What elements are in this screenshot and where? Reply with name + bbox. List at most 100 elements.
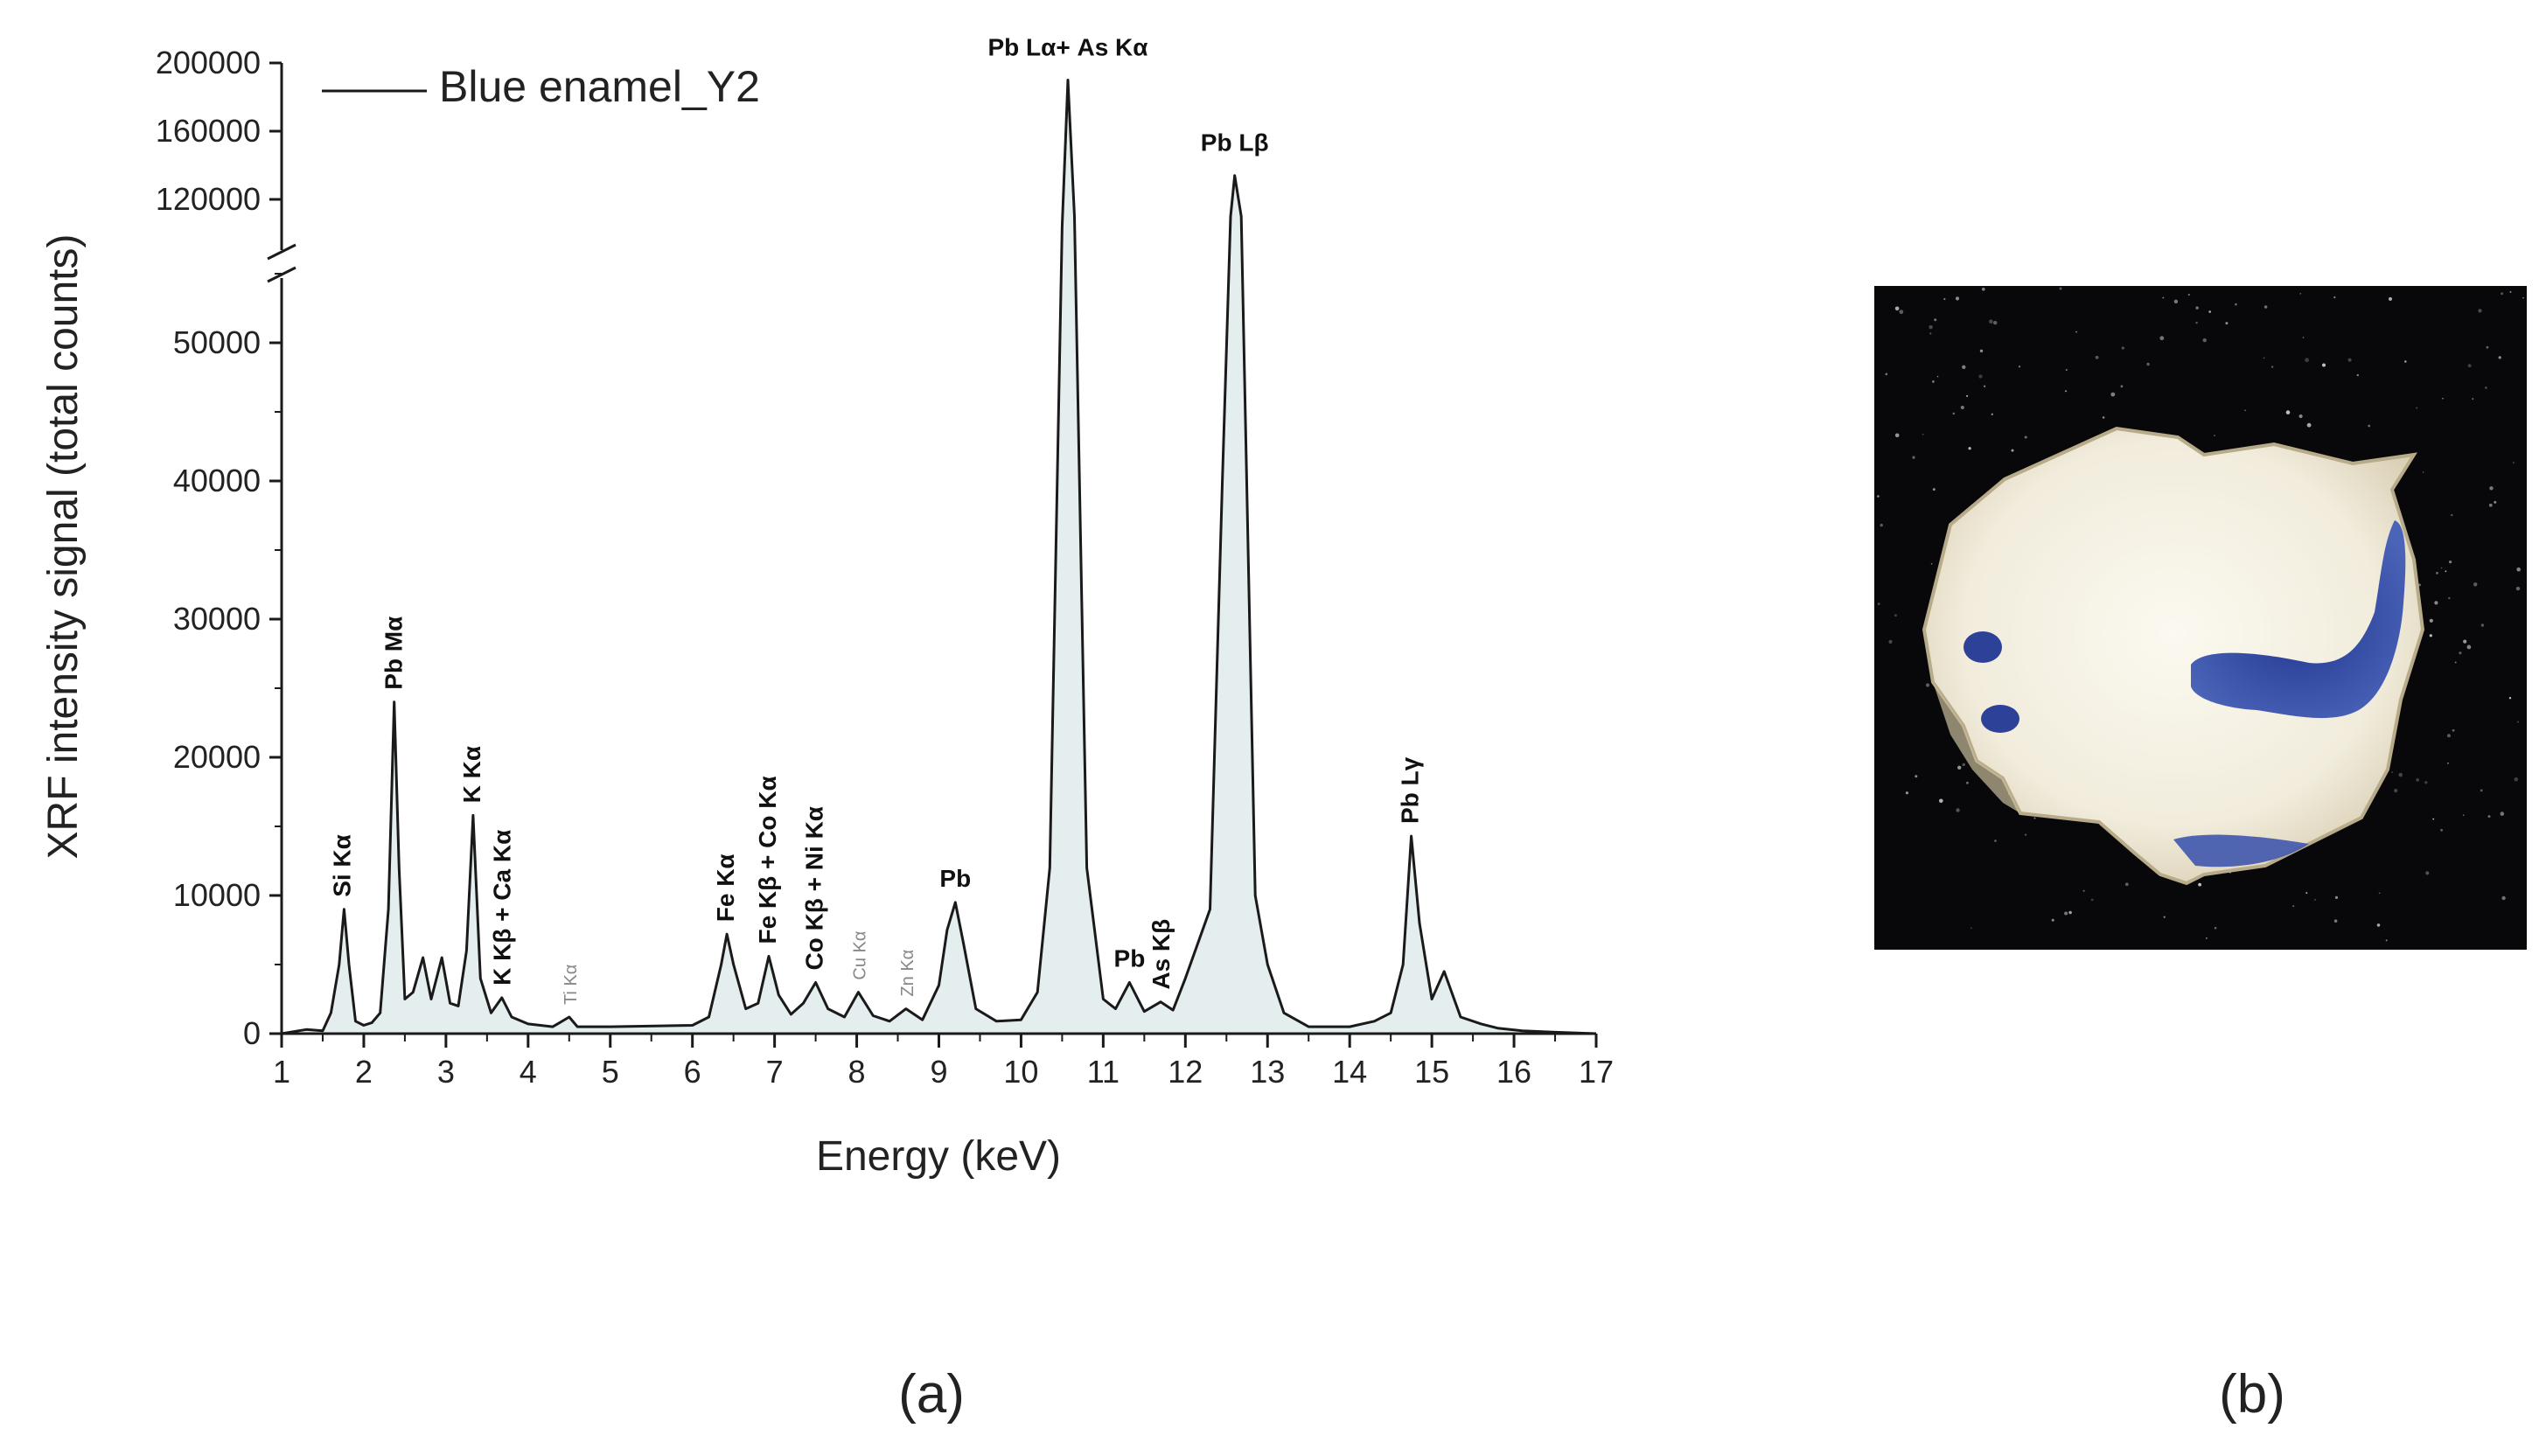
peak-label: Si Kα <box>328 834 355 897</box>
speckle <box>2095 355 2099 359</box>
speckle <box>2513 462 2515 463</box>
speckle <box>2244 409 2247 412</box>
cobalt-blue-bottom-band <box>2173 834 2309 867</box>
x-tick-label: 11 <box>1087 1054 1120 1090</box>
speckle <box>1982 287 1985 291</box>
speckle <box>2404 360 2407 363</box>
speckle <box>2462 814 2465 817</box>
speckle <box>2173 299 2179 303</box>
speckle <box>2313 898 2316 901</box>
speckle <box>1939 798 1943 804</box>
speckle <box>2159 336 2165 341</box>
speckle <box>2416 407 2418 409</box>
y-tick-label: 40000 <box>173 463 261 498</box>
speckle <box>2500 812 2505 816</box>
speckle <box>2467 364 2472 368</box>
speckle <box>2485 387 2487 389</box>
speckle <box>2065 369 2068 371</box>
speckle <box>2522 296 2524 299</box>
speckle <box>2516 567 2521 572</box>
speckle <box>2515 586 2521 591</box>
speckle <box>2391 771 2393 774</box>
x-tick-label: 4 <box>520 1054 537 1090</box>
speckle <box>2333 296 2336 299</box>
x-tick-label: 16 <box>1496 1054 1531 1090</box>
speckle <box>2508 697 2512 700</box>
sample-photo <box>1874 286 2527 950</box>
x-tick-label: 7 <box>766 1054 784 1090</box>
speckle <box>2494 500 2497 504</box>
x-axis-title: Energy (keV) <box>816 1133 1061 1180</box>
speckle <box>2356 373 2359 377</box>
speckle <box>2436 571 2438 575</box>
x-tick-label: 1 <box>273 1054 290 1090</box>
speckle <box>2429 634 2432 637</box>
speckle <box>2454 661 2457 664</box>
speckle <box>2509 290 2512 293</box>
speckle <box>2517 721 2519 723</box>
y-tick-label: 50000 <box>173 324 261 360</box>
speckle <box>2514 777 2519 782</box>
speckle <box>1956 808 1960 812</box>
peak-label: Pb Lα+ As Kα <box>987 34 1147 61</box>
speckle <box>2452 728 2455 732</box>
speckle <box>1880 523 1883 527</box>
peak-label: Pb <box>939 865 971 892</box>
speckle <box>2302 337 2305 338</box>
x-tick-label: 6 <box>684 1054 701 1090</box>
speckle <box>2065 390 2067 393</box>
speckle <box>2090 898 2094 902</box>
speckle <box>1966 394 1969 397</box>
speckle <box>2285 410 2291 415</box>
speckle <box>2347 358 2352 362</box>
speckle <box>1989 319 1993 324</box>
peak-label: Pb <box>1114 945 1146 972</box>
peak-annotations: Si Kα Pb Mα K KαK Kβ + Ca Kα Ti Kα Fe Kα Fe K… <box>328 34 1423 1006</box>
speckle <box>1894 306 1900 311</box>
y-tick-label: 20000 <box>173 739 261 775</box>
x-tick-label: 17 <box>1579 1054 1614 1090</box>
x-tick-label: 8 <box>848 1054 866 1090</box>
y-axis-ticks: 0 10000 20000 30000 40000 50000 120000 160000 20… <box>156 45 282 1051</box>
spectrum-line <box>281 79 1597 1035</box>
speckle <box>1925 683 1930 687</box>
speckle <box>1899 310 1904 315</box>
speckle <box>2480 624 2485 627</box>
speckle <box>1932 380 1935 383</box>
speckle <box>2064 911 2068 916</box>
speckle <box>2305 358 2310 363</box>
speckle <box>1877 603 1880 605</box>
speckle <box>2121 346 2124 350</box>
speckle <box>1970 927 1972 930</box>
speckle <box>2432 818 2435 820</box>
y-tick-label: 10000 <box>173 877 261 913</box>
speckle <box>2394 789 2398 793</box>
legend: Blue enamel_Y2 <box>322 62 760 111</box>
speckle <box>1984 385 1986 387</box>
speckle <box>2333 919 2338 923</box>
speckle <box>2445 570 2447 573</box>
speckle <box>1934 318 1937 322</box>
speckle <box>1952 412 1956 415</box>
speckle <box>2498 356 2501 359</box>
speckle <box>2162 296 2165 299</box>
speckle <box>2214 926 2217 930</box>
peak-label: As Kβ <box>1147 919 1175 990</box>
x-tick-label: 15 <box>1414 1054 1449 1090</box>
peak-label: Pb Lβ <box>1201 129 1269 157</box>
speckle <box>1978 374 1983 379</box>
speckle <box>2082 889 2085 892</box>
speckle <box>1932 488 1936 491</box>
x-tick-label: 10 <box>1003 1054 1038 1090</box>
speckle <box>2011 449 2014 452</box>
speckle <box>2322 363 2326 367</box>
peak-label: K Kβ + Ca Kα <box>489 830 516 986</box>
speckle <box>2025 833 2027 836</box>
speckle <box>2398 772 2403 777</box>
speckle <box>1943 297 1946 301</box>
speckle <box>2263 305 2268 309</box>
speckle <box>2298 414 2303 419</box>
peak-label: K Kα <box>458 746 485 803</box>
speckle <box>2195 306 2199 310</box>
y-tick-label: 30000 <box>173 601 261 637</box>
